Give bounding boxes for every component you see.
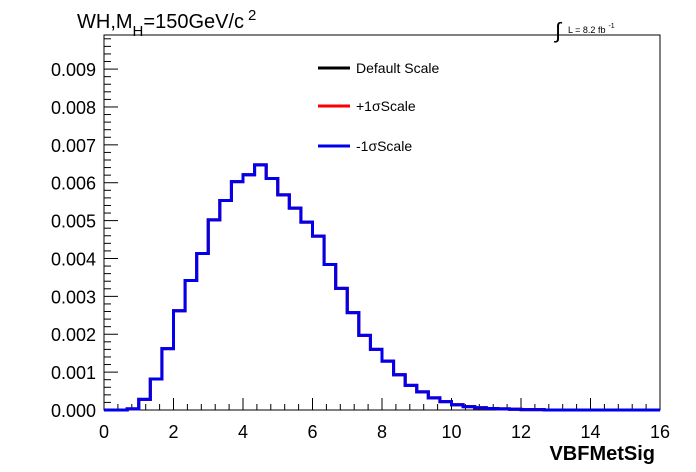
lumi-integral-symbol: ∫ xyxy=(553,18,563,43)
y-tick-label: 0.004 xyxy=(51,249,96,269)
x-tick-label: 6 xyxy=(307,422,317,442)
y-tick-label: 0.000 xyxy=(51,401,96,421)
x-tick-label: 12 xyxy=(511,422,531,442)
lumi-text: L = 8.2 fb xyxy=(568,25,605,35)
lumi-label: L = 8.2 fb -1 xyxy=(568,23,615,35)
y-tick-label: 0.003 xyxy=(51,287,96,307)
y-tick-label: 0.009 xyxy=(51,60,96,80)
x-tick-label: 8 xyxy=(377,422,387,442)
title-rest: =150GeV/c xyxy=(143,11,244,33)
title-superscript: 2 xyxy=(248,7,256,24)
lumi-superscript: -1 xyxy=(608,23,614,30)
y-tick-label: 0.001 xyxy=(51,363,96,383)
x-tick-label: 0 xyxy=(99,422,109,442)
legend-label-minus-1sigma: -1σScale xyxy=(356,138,412,154)
chart-title: WH,MH=150GeV/c 2 xyxy=(77,7,256,40)
x-tick-label: 14 xyxy=(580,422,600,442)
histogram-series xyxy=(104,163,660,412)
x-tick-label: 2 xyxy=(168,422,178,442)
title-main: WH,M xyxy=(77,11,133,33)
title-subscript: H xyxy=(133,23,144,40)
legend-label-plus-1sigma: +1σScale xyxy=(356,98,416,114)
x-axis-title: VBFMetSig xyxy=(549,443,655,465)
y-tick-label: 0.007 xyxy=(51,136,96,156)
x-tick-label: 4 xyxy=(238,422,248,442)
axis-tick-labels: 0 2 4 6 8 10 12 14 16 0.000 0.001 0.002 0.003 0.004 0.… xyxy=(51,60,670,442)
series-line-2 xyxy=(104,163,660,412)
y-tick-label: 0.002 xyxy=(51,325,96,345)
legend: Default Scale +1σScale -1σScale xyxy=(318,60,439,154)
y-tick-label: 0.008 xyxy=(51,98,96,118)
legend-label-default-scale: Default Scale xyxy=(356,60,439,76)
x-tick-label: 16 xyxy=(650,422,670,442)
y-tick-label: 0.005 xyxy=(51,212,96,232)
x-tick-label: 10 xyxy=(441,422,461,442)
y-tick-label: 0.006 xyxy=(51,174,96,194)
